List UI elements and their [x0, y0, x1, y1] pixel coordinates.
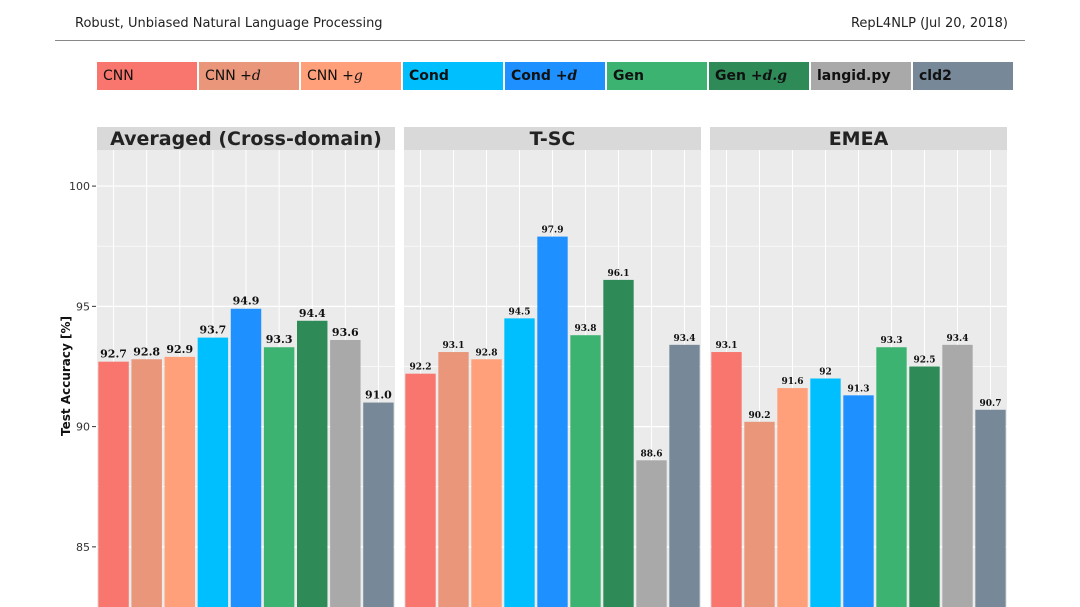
- data-label: 92.5: [914, 355, 936, 365]
- bar-gen-d-g: [909, 366, 940, 607]
- legend-item-6: Gen + d.g: [709, 62, 809, 90]
- y-tick-label: 95: [76, 300, 90, 313]
- bar-cnn-d: [438, 352, 469, 607]
- bar-cld2: [363, 402, 394, 607]
- bar-cond: [504, 318, 535, 607]
- legend-item-5: Gen: [607, 62, 707, 90]
- bar-cond-d: [537, 236, 568, 607]
- legend-item-7: langid.py: [811, 62, 911, 90]
- bar-cnn-g: [471, 359, 502, 607]
- bar-gen: [263, 347, 295, 607]
- legend-label: Gen +: [715, 68, 763, 84]
- legend-label-subscript: g: [353, 68, 363, 84]
- legend-label: langid.py: [817, 68, 891, 84]
- header-rule: [55, 40, 1025, 41]
- legend-label-subscript: d: [251, 68, 261, 84]
- panel-strip: [710, 127, 1007, 150]
- data-label: 91.6: [782, 377, 804, 387]
- bar-cnn-g: [777, 388, 808, 607]
- data-label: 93.6: [332, 326, 359, 339]
- legend-item-4: Cond + d: [505, 62, 605, 90]
- data-label: 91.3: [848, 384, 870, 394]
- bar-cnn-d: [744, 421, 775, 607]
- data-label: 92: [819, 368, 832, 378]
- data-label: 90.7: [980, 399, 1002, 409]
- data-label: 93.3: [881, 336, 903, 346]
- panel-strip: [97, 127, 395, 150]
- data-label: 92.8: [133, 345, 160, 358]
- data-label: 94.9: [233, 295, 260, 308]
- bar-cld2: [975, 409, 1006, 607]
- panel-strip: [404, 127, 701, 150]
- bar-gen-d-g: [296, 320, 328, 607]
- data-label: 93.1: [716, 341, 738, 351]
- panel-title: T-SC: [530, 128, 576, 150]
- legend-label: Gen: [613, 68, 644, 84]
- data-label: 92.9: [166, 343, 193, 356]
- bar-cond-d: [230, 308, 262, 607]
- data-label: 94.4: [299, 307, 326, 320]
- page-header-title: Robust, Unbiased Natural Language Proces…: [75, 16, 383, 31]
- panel-title: EMEA: [829, 128, 889, 150]
- data-label: 93.1: [443, 341, 465, 351]
- bar-cnn-g: [164, 356, 196, 607]
- bar-cond: [197, 337, 229, 607]
- legend: CNN CNN + d CNN + g Cond Cond + d Gen Gen + d.g lan…: [97, 62, 1013, 90]
- legend-label: CNN +: [307, 68, 354, 84]
- legend-label: cld2: [919, 68, 952, 84]
- y-tick-label: 90: [76, 421, 90, 434]
- bar-cnn: [711, 352, 742, 607]
- legend-label-subscript: d.g: [762, 68, 788, 84]
- data-label: 97.9: [542, 226, 564, 236]
- legend-label: Cond +: [511, 68, 568, 84]
- legend-item-3: Cond: [403, 62, 503, 90]
- bar-gen-d-g: [603, 279, 634, 607]
- data-label: 92.8: [476, 348, 498, 358]
- data-label: 91.0: [365, 389, 392, 402]
- data-label: 93.4: [674, 334, 696, 344]
- bar-cld2: [669, 344, 700, 607]
- bar-cnn: [98, 361, 129, 607]
- legend-label-subscript: d: [567, 68, 578, 84]
- bar-cond: [810, 378, 841, 607]
- bar-cnn: [405, 373, 436, 607]
- data-label: 92.7: [100, 348, 127, 361]
- bar-langid-py: [636, 460, 667, 607]
- legend-label: CNN +: [205, 68, 252, 84]
- page-header-venue: RepL4NLP (Jul 20, 2018): [850, 16, 1008, 31]
- bar-gen: [570, 335, 601, 607]
- data-label: 96.1: [608, 269, 630, 279]
- bar-gen: [876, 347, 907, 607]
- data-label: 93.8: [575, 324, 597, 334]
- data-label: 93.7: [199, 324, 226, 337]
- panel-title: Averaged (Cross-domain): [110, 128, 382, 150]
- legend-item-2: CNN + g: [301, 62, 401, 90]
- y-axis-title: Test Accuracy [%]: [59, 316, 73, 436]
- bar-cnn-d: [131, 359, 162, 607]
- y-tick-label: 85: [76, 541, 90, 554]
- legend-label: CNN: [103, 68, 134, 84]
- legend-item-1: CNN + d: [199, 62, 299, 90]
- legend-item-0: CNN: [97, 62, 197, 90]
- y-tick-label: 100: [69, 180, 90, 193]
- bar-langid-py: [330, 340, 361, 607]
- data-label: 88.6: [641, 449, 663, 459]
- data-label: 94.5: [509, 307, 531, 317]
- legend-label: Cond: [409, 68, 449, 84]
- data-label: 93.3: [266, 333, 293, 346]
- data-label: 93.4: [947, 334, 969, 344]
- data-label: 92.2: [410, 363, 432, 373]
- legend-item-8: cld2: [913, 62, 1013, 90]
- bar-langid-py: [942, 344, 973, 607]
- data-label: 90.2: [749, 411, 771, 421]
- bar-cond-d: [843, 395, 874, 607]
